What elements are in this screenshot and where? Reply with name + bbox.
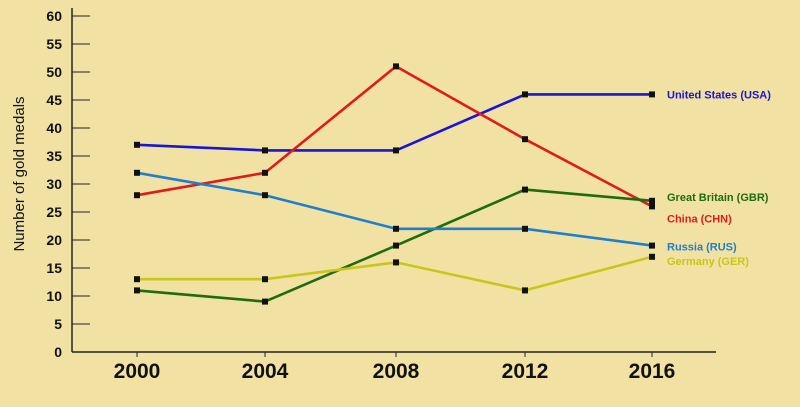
data-point-russia-rus [522,225,528,232]
axes [71,8,716,357]
series-group [134,63,655,305]
y-tick-label: 10 [46,288,62,304]
y-tick-labels: 0 5 10 15 20 25 30 35 40 45 50 55 60 [46,8,62,360]
y-tick-label: 0 [54,344,62,360]
series-label-china-chn: China (CHN) [667,213,732,225]
x-tick-label: 2000 [114,360,161,383]
data-point-great-britain-gbr [262,298,268,305]
data-point-germany-ger [393,259,399,266]
data-point-russia-rus [134,169,140,176]
y-tick-label: 45 [46,92,62,108]
data-point-great-britain-gbr [522,186,528,193]
data-point-germany-ger [649,253,655,260]
x-tick-labels: 2000 2004 2008 2012 2016 [114,360,676,383]
data-point-china-chn [522,136,528,143]
data-point-united-states-usa [134,141,140,148]
x-tick-label: 2016 [629,360,676,383]
data-point-russia-rus [262,192,268,199]
data-point-great-britain-gbr [649,197,655,204]
data-point-united-states-usa [262,147,268,154]
data-point-united-states-usa [649,91,655,98]
series-line-russia-rus [136,171,653,247]
data-point-germany-ger [262,276,268,283]
y-tick-label: 15 [46,260,62,276]
y-tick-label: 5 [54,316,62,332]
y-tick-label: 30 [46,176,62,192]
data-point-china-chn [393,63,399,70]
y-tick-label: 60 [46,8,62,24]
y-tick-label: 55 [46,36,62,52]
x-tick-label: 2012 [502,360,549,383]
data-point-russia-rus [649,242,655,249]
y-axis-label: Number of gold medals [11,96,28,251]
series-label-great-britain-gbr: Great Britain (GBR) [667,192,769,204]
data-point-great-britain-gbr [134,287,140,294]
series-label-germany-ger: Germany (GER) [667,256,749,268]
data-point-united-states-usa [393,147,399,154]
data-point-germany-ger [522,287,528,294]
x-tick-label: 2004 [242,360,289,383]
series-label-russia-rus: Russia (RUS) [667,242,737,254]
data-point-great-britain-gbr [393,242,399,249]
data-point-germany-ger [134,276,140,283]
series-labels: United States (USA) China (CHN) Great Brit… [667,89,771,267]
y-tick-label: 25 [46,204,62,220]
data-point-united-states-usa [522,91,528,98]
data-point-china-chn [262,169,268,176]
y-tick-label: 50 [46,64,62,80]
y-tick-label: 40 [46,120,62,136]
series-line-united-states-usa [136,93,652,152]
y-tick-label: 20 [46,232,62,248]
data-point-china-chn [134,192,140,199]
series-label-united-states-usa: United States (USA) [667,89,771,101]
y-tick-label: 35 [46,148,62,164]
x-tick-label: 2008 [373,360,420,383]
data-point-russia-rus [393,225,399,232]
data-point-china-chn [649,203,655,210]
